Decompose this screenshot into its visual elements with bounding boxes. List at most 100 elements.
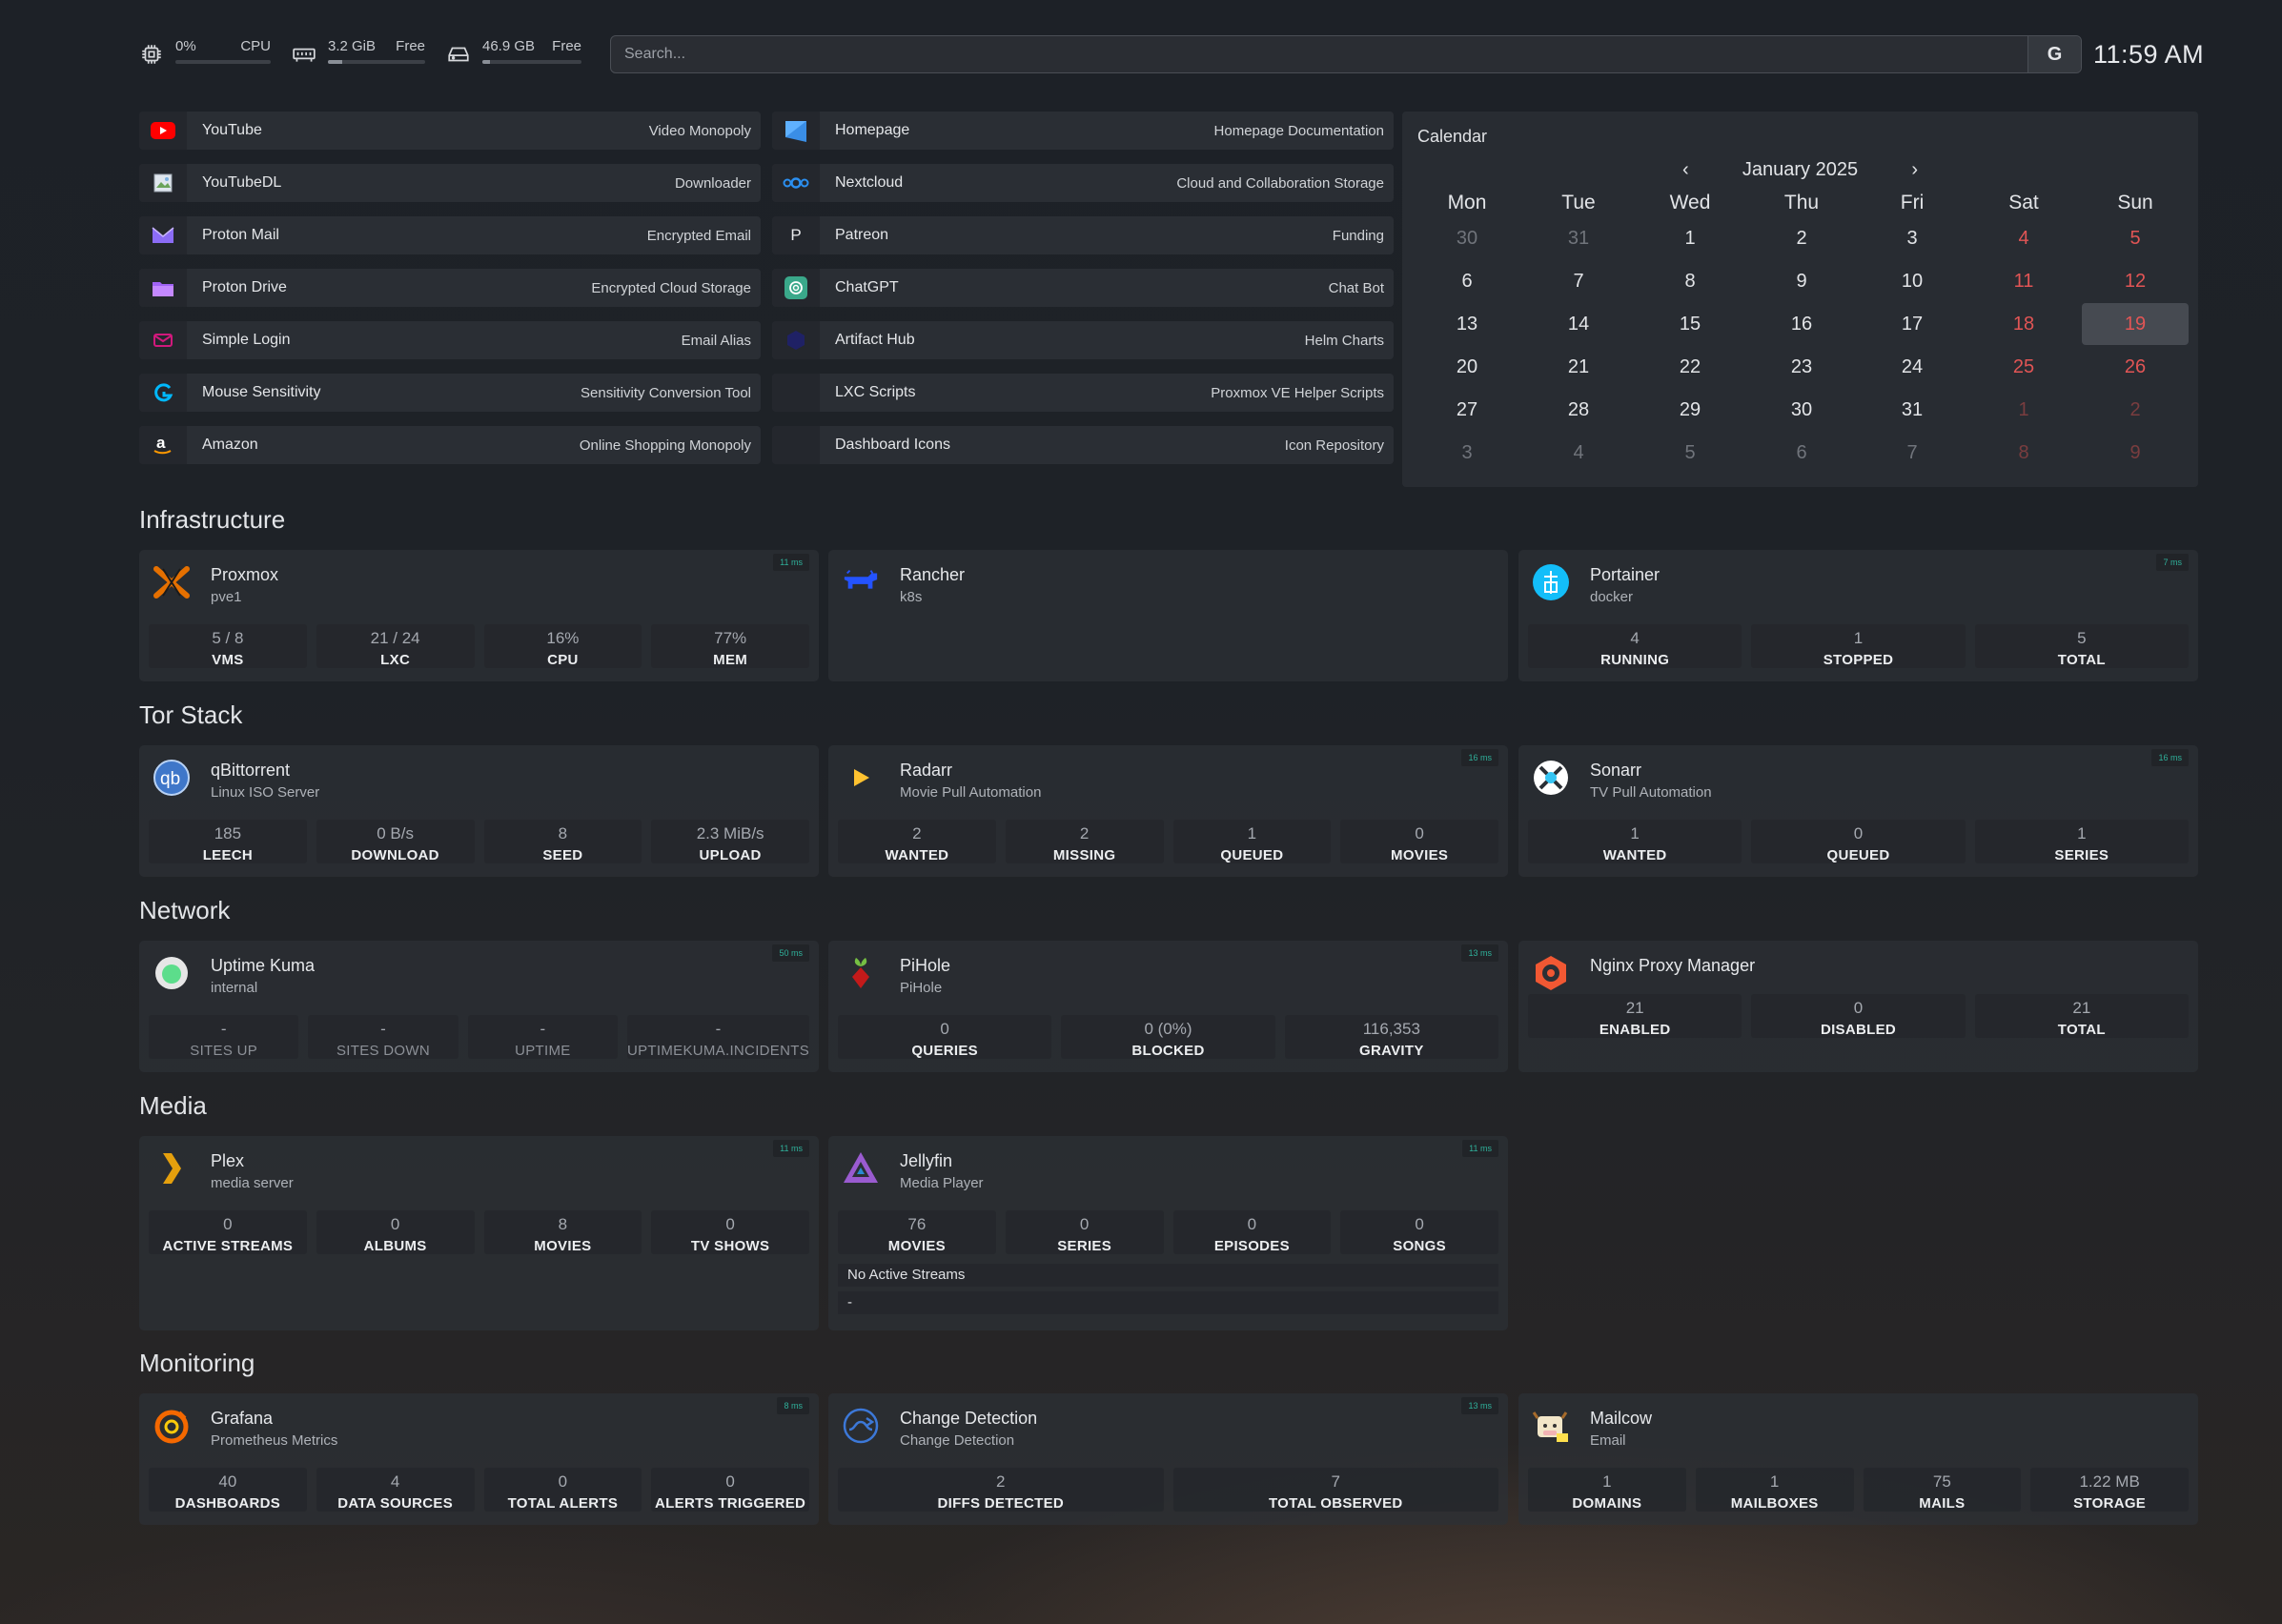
stat-block: - SITES DOWN: [308, 1015, 458, 1059]
stat-block: 2.3 MiB/s UPLOAD: [651, 820, 809, 863]
service-card-nginx-proxy-manager[interactable]: Nginx Proxy Manager 21 ENABLED 0 DISABLED 21 T…: [1518, 941, 2198, 1072]
calendar-day[interactable]: 7: [1573, 271, 1584, 292]
calendar-day[interactable]: 10: [1901, 271, 1924, 292]
bookmark-dashboard-icons[interactable]: Dashboard Icons Icon Repository: [772, 426, 1394, 464]
bookmark-chatgpt[interactable]: ChatGPT Chat Bot: [772, 269, 1394, 307]
service-card-qbittorrent[interactable]: qb qBittorrent Linux ISO Server 185 LEECH 0 B…: [139, 745, 819, 877]
bookmark-youtube[interactable]: YouTube Video Monopoly: [139, 112, 761, 150]
stat-label: MOVIES: [1391, 847, 1449, 863]
stat-block: 1 QUEUED: [1172, 820, 1332, 863]
calendar-day[interactable]: 31: [1567, 228, 1590, 249]
stat-label: GRAVITY: [1358, 1043, 1424, 1059]
service-description: Email: [1590, 1432, 1626, 1449]
calendar-day[interactable]: 30: [1790, 399, 1813, 420]
stat-label: BLOCKED: [1131, 1043, 1205, 1059]
service-card-grafana[interactable]: Grafana Prometheus Metrics 8 ms 40 DASHBOARD…: [139, 1393, 819, 1525]
stat-block: 5 TOTAL: [1974, 624, 2189, 668]
calendar-day[interactable]: 1: [2018, 399, 2029, 420]
calendar-day[interactable]: 19: [2082, 303, 2189, 345]
stat-value: 1: [1630, 824, 1640, 842]
calendar-day[interactable]: 7: [1906, 442, 1918, 463]
service-card-radarr[interactable]: Radarr Movie Pull Automation 16 ms 2 WANTED 2…: [828, 745, 1508, 877]
bookmark-nextcloud[interactable]: Nextcloud Cloud and Collaboration Storage: [772, 164, 1394, 202]
bookmark-name: Nextcloud: [835, 174, 904, 191]
calendar-day[interactable]: 5: [1684, 442, 1696, 463]
calendar-day[interactable]: 6: [1796, 442, 1807, 463]
service-card-uptime-kuma[interactable]: Uptime Kuma internal 50 ms - SITES UP - SITES …: [139, 941, 819, 1072]
service-card-mailcow[interactable]: Mailcow Email 1 DOMAINS 1 MAILBOXES 75 MAILS 1.2…: [1518, 1393, 2198, 1525]
bookmark-simple-login[interactable]: Simple Login Email Alias: [139, 321, 761, 359]
calendar-day[interactable]: 30: [1456, 228, 1478, 249]
calendar-day[interactable]: 15: [1679, 314, 1701, 335]
stat-value: 0: [1853, 824, 1864, 842]
bookmark-homepage[interactable]: Homepage Homepage Documentation: [772, 112, 1394, 150]
calendar-day[interactable]: 28: [1567, 399, 1590, 420]
service-card-sonarr[interactable]: Sonarr TV Pull Automation 16 ms 1 WANTED 0 QUE…: [1518, 745, 2198, 877]
jellyfin-icon: [842, 1149, 880, 1188]
calendar-day[interactable]: 4: [2018, 228, 2029, 249]
grafana-icon: [153, 1407, 191, 1445]
stat-label: TOTAL OBSERVED: [1268, 1495, 1403, 1512]
calendar-day[interactable]: 25: [2012, 356, 2035, 377]
calendar-month: January 2025: [1742, 159, 1859, 180]
mailcow-icon: [1532, 1407, 1570, 1445]
calendar-day[interactable]: 8: [2018, 442, 2029, 463]
service-card-jellyfin[interactable]: Jellyfin Media Player 11 ms 76 MOVIES 0 SERIES…: [828, 1136, 1508, 1330]
prev-month-button[interactable]: ‹: [1681, 159, 1689, 180]
calendar-day[interactable]: 9: [2129, 442, 2141, 463]
calendar-day[interactable]: 5: [2129, 228, 2141, 249]
stat-label: SERIES: [2054, 847, 2109, 863]
calendar-day[interactable]: 20: [1456, 356, 1478, 377]
service-stats: 0 QUERIES 0 (0%) BLOCKED 116,353 GRAVITY: [838, 1015, 1498, 1059]
bookmark-mouse-sensitivity[interactable]: Mouse Sensitivity Sensitivity Conversion …: [139, 374, 761, 412]
calendar-day[interactable]: 12: [2124, 271, 2147, 292]
stat-value: 0 (0%): [1144, 1020, 1192, 1038]
bookmark-proton-mail[interactable]: Proton Mail Encrypted Email: [139, 216, 761, 254]
calendar-day[interactable]: 13: [1456, 314, 1478, 335]
stat-value: 7: [1331, 1472, 1340, 1491]
calendar-day[interactable]: 18: [2012, 314, 2035, 335]
bookmark-description: Encrypted Email: [646, 227, 751, 244]
calendar-day[interactable]: 17: [1901, 314, 1924, 335]
bookmark-description: Encrypted Cloud Storage: [591, 279, 751, 296]
bookmark-patreon[interactable]: P Patreon Funding: [772, 216, 1394, 254]
calendar-day[interactable]: 23: [1790, 356, 1813, 377]
stat-block: 2 MISSING: [1005, 820, 1164, 863]
service-card-portainer[interactable]: Portainer docker 7 ms 4 RUNNING 1 STOPPED 5 TOTA…: [1518, 550, 2198, 681]
calendar-day[interactable]: 21: [1567, 356, 1590, 377]
calendar-day[interactable]: 22: [1679, 356, 1701, 377]
calendar-day[interactable]: 6: [1461, 271, 1473, 292]
bookmark-name: Proton Mail: [202, 227, 279, 243]
disk-value: 46.9 GB: [482, 38, 536, 54]
calendar-day[interactable]: 3: [1906, 228, 1918, 249]
bookmark-lxc-scripts[interactable]: LXC Scripts Proxmox VE Helper Scripts: [772, 374, 1394, 412]
search-input[interactable]: [611, 36, 2027, 72]
calendar-day[interactable]: 24: [1901, 356, 1924, 377]
service-card-pihole[interactable]: PiHole PiHole 13 ms 0 QUERIES 0 (0%) BLOCKED 11…: [828, 941, 1508, 1072]
calendar-day[interactable]: 8: [1684, 271, 1696, 292]
bookmark-artifact-hub[interactable]: Artifact Hub Helm Charts: [772, 321, 1394, 359]
calendar-day[interactable]: 1: [1684, 228, 1696, 249]
service-card-plex[interactable]: Plex media server 11 ms 0 ACTIVE STREAMS 0 ALB…: [139, 1136, 819, 1330]
calendar-day[interactable]: 3: [1461, 442, 1473, 463]
bookmark-amazon[interactable]: a Amazon Online Shopping Monopoly: [139, 426, 761, 464]
calendar-day[interactable]: 29: [1679, 399, 1701, 420]
service-card-rancher[interactable]: Rancher k8s: [828, 550, 1508, 681]
calendar-day[interactable]: 11: [2013, 271, 2034, 292]
portainer-icon: [1532, 563, 1570, 601]
calendar-day[interactable]: 2: [1796, 228, 1807, 249]
calendar-day[interactable]: 16: [1790, 314, 1813, 335]
calendar-day[interactable]: 26: [2124, 356, 2147, 377]
calendar-day[interactable]: 31: [1901, 399, 1924, 420]
calendar-day[interactable]: 27: [1456, 399, 1478, 420]
bookmark-youtubedl[interactable]: YouTubeDL Downloader: [139, 164, 761, 202]
calendar-day[interactable]: 14: [1567, 314, 1590, 335]
service-card-proxmox[interactable]: Proxmox pve1 11 ms 5 / 8 VMS 21 / 24 LXC 16% CPU…: [139, 550, 819, 681]
search-provider-button[interactable]: G: [2027, 36, 2081, 72]
calendar-day[interactable]: 4: [1573, 442, 1584, 463]
bookmark-proton-drive[interactable]: Proton Drive Encrypted Cloud Storage: [139, 269, 761, 307]
calendar-day[interactable]: 9: [1796, 271, 1807, 292]
service-card-change-detection[interactable]: Change Detection Change Detection 13 ms 2 DI…: [828, 1393, 1508, 1525]
next-month-button[interactable]: ›: [1911, 159, 1918, 180]
calendar-day[interactable]: 2: [2129, 399, 2141, 420]
